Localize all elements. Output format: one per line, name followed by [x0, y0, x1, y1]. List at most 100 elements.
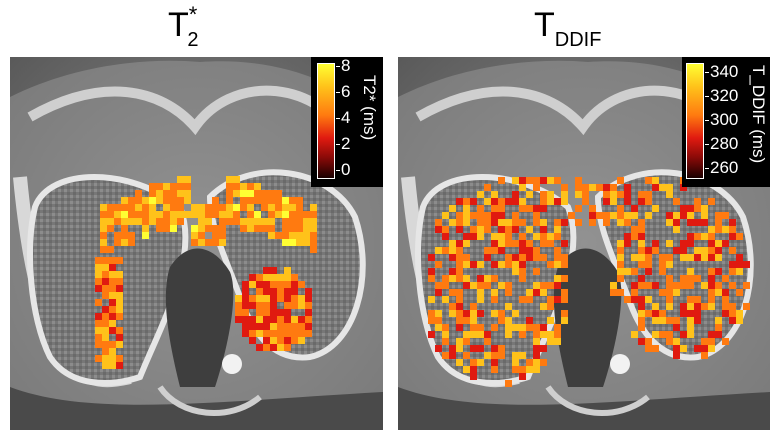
overlay-pixel	[701, 233, 708, 240]
overlay-pixel	[305, 302, 312, 309]
overlay-pixel	[263, 337, 270, 344]
overlay-pixel	[477, 219, 484, 226]
overlay-pixel	[156, 225, 163, 232]
overlay-pixel	[116, 327, 123, 334]
overlay-pixel	[715, 226, 722, 233]
overlay-pixel	[708, 233, 715, 240]
overlay-pixel	[652, 345, 659, 352]
overlay-pixel	[645, 212, 652, 219]
overlay-pixel	[617, 240, 624, 247]
overlay-pixel	[645, 247, 652, 254]
overlay-pixel	[268, 211, 275, 218]
overlay-pixel	[533, 254, 540, 261]
overlay-pixel	[449, 310, 456, 317]
overlay-pixel	[631, 205, 638, 212]
overlay-pixel	[638, 198, 645, 205]
overlay-pixel	[121, 204, 128, 211]
overlay-pixel	[680, 275, 687, 282]
overlay-pixel	[666, 184, 673, 191]
overlay-pixel	[456, 345, 463, 352]
overlay-pixel	[449, 268, 456, 275]
overlay-pixel	[526, 289, 533, 296]
overlay-pixel	[205, 211, 212, 218]
overlay-pixel	[491, 212, 498, 219]
overlay-pixel	[477, 275, 484, 282]
overlay-pixel	[547, 198, 554, 205]
overlay-pixel	[184, 197, 191, 204]
overlay-pixel	[156, 197, 163, 204]
overlay-pixel	[95, 334, 102, 341]
overlay-pixel	[277, 281, 284, 288]
overlay-pixel	[624, 240, 631, 247]
overlay-pixel	[242, 309, 249, 316]
overlay-pixel	[198, 218, 205, 225]
overlay-pixel	[463, 212, 470, 219]
overlay-pixel	[708, 226, 715, 233]
overlay-pixel	[240, 197, 247, 204]
overlay-pixel	[256, 274, 263, 281]
overlay-pixel	[163, 211, 170, 218]
overlay-pixel	[631, 296, 638, 303]
overlay-pixel	[547, 303, 554, 310]
overlay-pixel	[470, 233, 477, 240]
overlay-pixel	[687, 324, 694, 331]
overlay-pixel	[638, 191, 645, 198]
overlay-pixel	[659, 254, 666, 261]
overlay-pixel	[491, 261, 498, 268]
overlay-pixel	[277, 316, 284, 323]
overlay-pixel	[638, 275, 645, 282]
overlay-pixel	[484, 352, 491, 359]
overlay-pixel	[540, 331, 547, 338]
overlay-pixel	[142, 197, 149, 204]
overlay-pixel	[121, 211, 128, 218]
overlay-pixel	[729, 261, 736, 268]
overlay-pixel	[603, 219, 610, 226]
overlay-pixel	[449, 254, 456, 261]
overlay-pixel	[226, 190, 233, 197]
overlay-pixel	[296, 211, 303, 218]
overlay-pixel	[701, 254, 708, 261]
overlay-pixel	[652, 303, 659, 310]
overlay-pixel	[554, 233, 561, 240]
overlay-pixel	[498, 352, 505, 359]
overlay-pixel	[624, 198, 631, 205]
overlay-pixel	[505, 240, 512, 247]
overlay-pixel	[561, 289, 568, 296]
overlay-pixel	[170, 204, 177, 211]
overlay-pixel	[449, 205, 456, 212]
overlay-pixel	[743, 261, 750, 268]
overlay-pixel	[121, 197, 128, 204]
overlay-pixel	[526, 205, 533, 212]
overlay-pixel	[561, 191, 568, 198]
overlay-pixel	[512, 359, 519, 366]
overlay-pixel	[242, 316, 249, 323]
overlay-pixel	[673, 226, 680, 233]
overlay-pixel	[547, 296, 554, 303]
overlay-pixel	[102, 257, 109, 264]
overlay-pixel	[254, 218, 261, 225]
overlay-pixel	[603, 212, 610, 219]
overlay-pixel	[177, 197, 184, 204]
overlay-pixel	[205, 204, 212, 211]
overlay-pixel	[477, 331, 484, 338]
overlay-pixel	[291, 323, 298, 330]
overlay-pixel	[715, 240, 722, 247]
overlay-pixel	[449, 219, 456, 226]
overlay-pixel	[624, 212, 631, 219]
overlay-pixel	[491, 289, 498, 296]
overlay-pixel	[729, 317, 736, 324]
overlay-pixel	[102, 320, 109, 327]
overlay-pixel	[109, 320, 116, 327]
overlay-pixel	[498, 247, 505, 254]
overlay-pixel	[547, 191, 554, 198]
overlay-pixel	[617, 177, 624, 184]
overlay-pixel	[226, 197, 233, 204]
overlay-pixel	[638, 226, 645, 233]
overlay-pixel	[435, 247, 442, 254]
overlay-pixel	[435, 219, 442, 226]
overlay-pixel	[645, 191, 652, 198]
overlay-pixel	[519, 198, 526, 205]
overlay-pixel	[247, 197, 254, 204]
overlay-pixel	[263, 288, 270, 295]
overlay-pixel	[533, 338, 540, 345]
